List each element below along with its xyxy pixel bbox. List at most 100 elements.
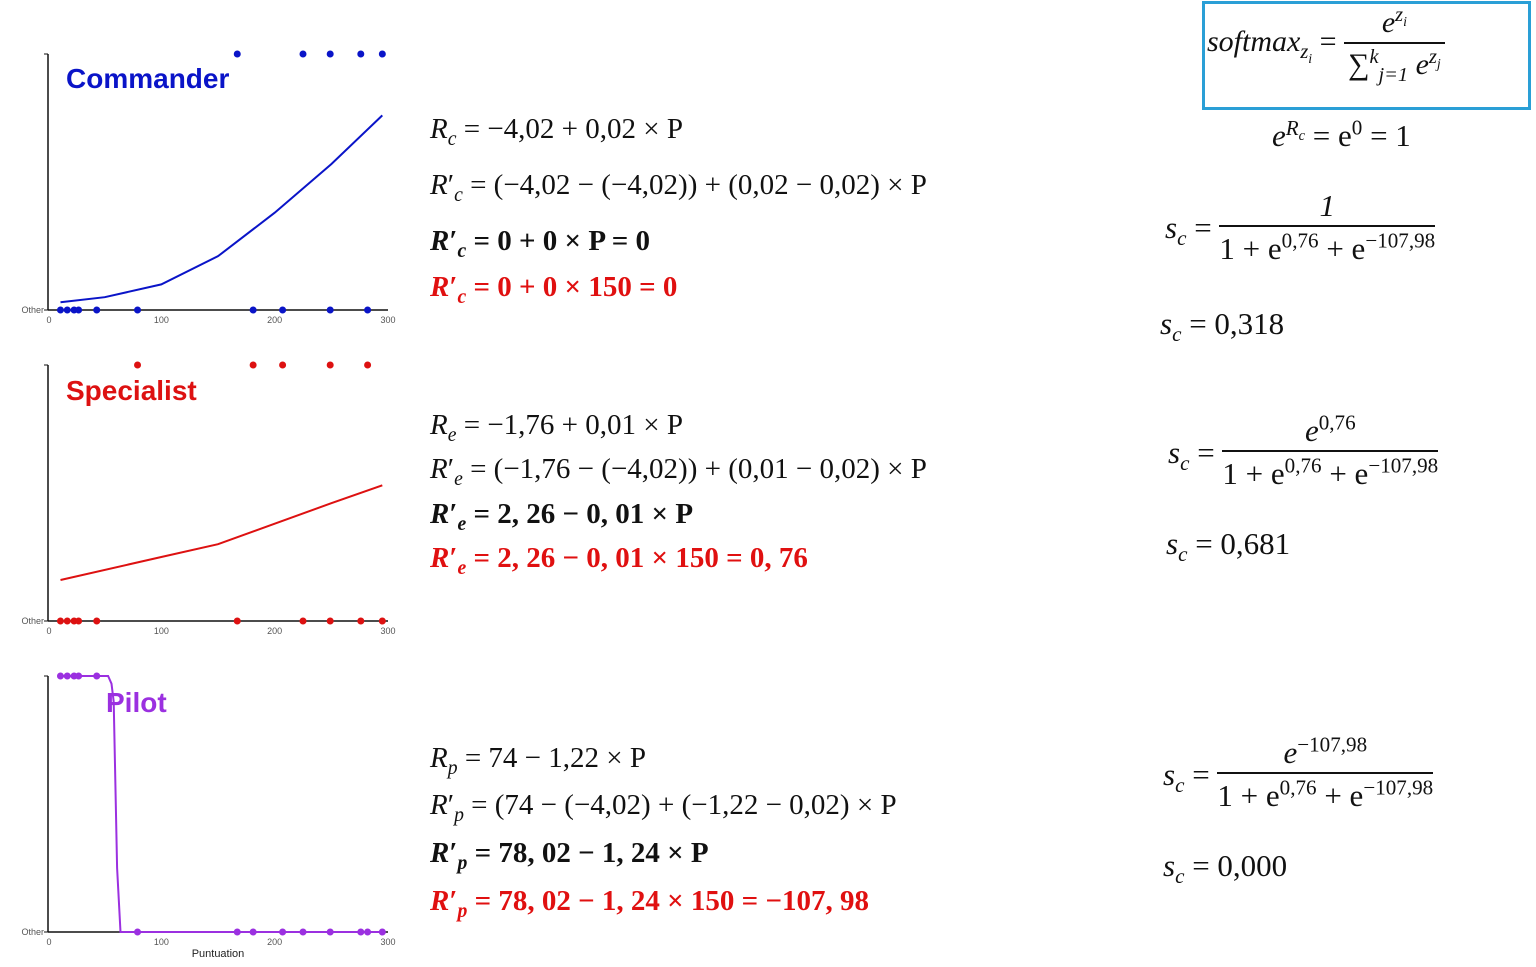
exp-rhs1-sup: 0 bbox=[1351, 115, 1363, 140]
data-point-other bbox=[63, 617, 71, 625]
x-tick-label: 100 bbox=[154, 626, 169, 636]
score-den-sup1: 0,76 bbox=[1284, 453, 1322, 478]
data-point-other bbox=[63, 306, 71, 314]
exp-rc-equation: eRc = e0 = 1 bbox=[1272, 117, 1411, 153]
eq-var: R bbox=[430, 789, 448, 821]
eq-rhs: = 0 + 0 × 150 = 0 bbox=[466, 271, 678, 303]
sum-upper: k bbox=[1369, 46, 1379, 68]
data-point-other bbox=[134, 306, 142, 314]
eq-prime: ′ bbox=[449, 542, 458, 574]
eq-var: R bbox=[430, 885, 450, 917]
equals: = bbox=[1181, 306, 1215, 341]
exp-rhs2: = 1 bbox=[1362, 118, 1411, 153]
score-num: e bbox=[1304, 413, 1319, 448]
x-tick-label: 200 bbox=[267, 937, 282, 947]
probability-curve bbox=[60, 484, 383, 581]
eq-sub: e bbox=[454, 467, 463, 490]
eq-prime: ′ bbox=[447, 453, 455, 485]
eq-rhs: = (−1,76 − (−4,02)) + (0,01 − 0,02) × P bbox=[462, 453, 927, 485]
x-tick-label: 0 bbox=[46, 626, 51, 636]
chart-title-specialist: Specialist bbox=[66, 375, 197, 406]
data-point-class1 bbox=[279, 361, 287, 369]
eq-var: R bbox=[430, 169, 448, 201]
eq-sub: p bbox=[454, 803, 464, 826]
data-point-other bbox=[364, 928, 372, 936]
data-point-other bbox=[299, 617, 307, 625]
data-point-class1 bbox=[326, 50, 334, 58]
x-tick-label: 300 bbox=[380, 937, 395, 947]
data-point-other bbox=[326, 928, 334, 936]
equation-pilot-1: Rp = 74 − 1,22 × P bbox=[430, 744, 646, 778]
data-point-other bbox=[299, 928, 307, 936]
data-point-other bbox=[364, 306, 372, 314]
x-tick-label: 100 bbox=[154, 315, 169, 325]
score-den-sup2: −107,98 bbox=[1365, 228, 1436, 253]
eq-rhs: = 78, 02 − 1, 24 × 150 = −107, 98 bbox=[467, 885, 869, 917]
data-point-class1 bbox=[56, 672, 64, 680]
x-tick-label: 300 bbox=[380, 626, 395, 636]
eq-var: R bbox=[430, 113, 448, 145]
eq-rhs: = 0 + 0 × P = 0 bbox=[466, 225, 650, 257]
data-point-other bbox=[56, 617, 64, 625]
score-den-sup1: 0,76 bbox=[1281, 228, 1319, 253]
eq-sub: e bbox=[457, 556, 467, 579]
score-fraction-2: sc = e0,76 1 + e0,76 + e−107,98 bbox=[1168, 412, 1439, 489]
score-lhs: s bbox=[1168, 434, 1181, 470]
sum-lower: j=1 bbox=[1378, 64, 1409, 86]
eq-rhs: = (−4,02 − (−4,02)) + (0,02 − 0,02) × P bbox=[462, 169, 927, 201]
eq-rhs: = (74 − (−4,02) + (−1,22 − 0,02) × P bbox=[463, 789, 897, 821]
equation-commander-1: Rc = −4,02 + 0,02 × P bbox=[430, 113, 683, 149]
score-lhs: s bbox=[1163, 848, 1176, 883]
data-point-class1 bbox=[249, 361, 257, 369]
eq-sub: c bbox=[447, 127, 457, 150]
eq-sub: e bbox=[447, 423, 457, 446]
x-tick-label: 0 bbox=[46, 315, 51, 325]
exp-sup: R bbox=[1285, 115, 1299, 140]
equals: = bbox=[1184, 756, 1218, 792]
softmax-formula-box bbox=[1202, 1, 1531, 110]
exp-supsub: c bbox=[1298, 127, 1306, 144]
eq-var: R bbox=[430, 225, 450, 257]
exp-rhs1: = e bbox=[1305, 118, 1352, 153]
softmax-den-sup: z bbox=[1428, 46, 1437, 68]
score-lhs: s bbox=[1160, 306, 1173, 341]
equals: = bbox=[1184, 848, 1218, 883]
data-point-other bbox=[93, 306, 101, 314]
equation-pilot-2: R′p = (74 − (−4,02) + (−1,22 − 0,02) × P bbox=[430, 789, 897, 825]
data-point-class1 bbox=[93, 672, 101, 680]
softmax-lhs: softmax bbox=[1207, 25, 1301, 59]
score-result-2: sc = 0,681 bbox=[1166, 528, 1290, 565]
score-value: 0,318 bbox=[1214, 306, 1285, 341]
score-den-sup2: −107,98 bbox=[1368, 453, 1439, 478]
eq-rhs: = 2, 26 − 0, 01 × 150 = 0, 76 bbox=[466, 542, 808, 574]
score-num: e bbox=[1283, 735, 1298, 770]
softmax-formula: softmaxzi = ezi ∑kj=1 ezj bbox=[1207, 5, 1445, 85]
score-result-3: sc = 0,000 bbox=[1163, 848, 1287, 887]
equation-pilot-4: R′p = 78, 02 − 1, 24 × 150 = −107, 98 bbox=[430, 885, 869, 921]
equation-specialist-3: R′e = 2, 26 − 0, 01 × P bbox=[430, 498, 694, 534]
score-num-sup: 0,76 bbox=[1318, 410, 1356, 435]
data-point-other bbox=[326, 306, 334, 314]
data-point-other bbox=[326, 617, 334, 625]
eq-prime: ′ bbox=[447, 789, 455, 821]
y-tick-label: Other bbox=[21, 305, 44, 315]
x-tick-label: 200 bbox=[267, 315, 282, 325]
score-lhs-sub: c bbox=[1175, 772, 1185, 797]
data-point-class1 bbox=[364, 361, 372, 369]
data-point-class1 bbox=[357, 50, 365, 58]
data-point-other bbox=[233, 928, 241, 936]
eq-rhs: = 2, 26 − 0, 01 × P bbox=[466, 498, 694, 530]
eq-sub: c bbox=[457, 239, 467, 262]
data-point-other bbox=[75, 306, 83, 314]
softmax-den-supsub: j bbox=[1436, 57, 1441, 73]
y-tick-label: Other bbox=[21, 927, 44, 937]
data-point-other bbox=[134, 928, 142, 936]
equation-specialist-1: Re = −1,76 + 0,01 × P bbox=[430, 411, 683, 445]
eq-var: R bbox=[430, 271, 450, 303]
probability-curve bbox=[60, 114, 383, 304]
softmax-lhs-subsub: i bbox=[1308, 52, 1313, 68]
score-lhs: s bbox=[1165, 209, 1178, 245]
eq-sub: c bbox=[454, 183, 463, 206]
score-lhs-sub: c bbox=[1175, 864, 1185, 889]
